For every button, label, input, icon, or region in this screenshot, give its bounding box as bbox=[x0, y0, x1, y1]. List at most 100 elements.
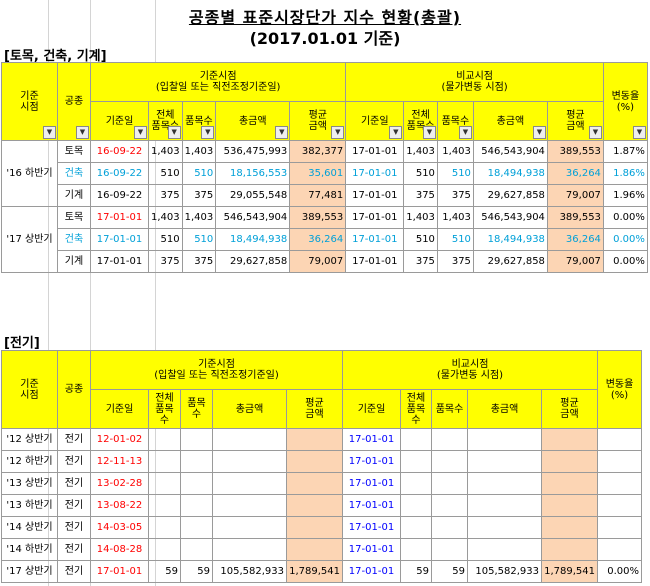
cell-change: 0.00% bbox=[602, 250, 648, 273]
cell-cavg bbox=[541, 428, 598, 451]
cell-btot bbox=[148, 494, 181, 517]
header-base-amount: 총금액 ▼ bbox=[215, 101, 291, 141]
filter-dropdown-icon[interactable]: ▼ bbox=[134, 126, 147, 139]
cell-bdate: 14-03-05 bbox=[90, 516, 149, 539]
cell-btot bbox=[148, 538, 181, 561]
cell-bdate: 16-09-22 bbox=[90, 140, 149, 163]
cell-work: 건축 bbox=[57, 162, 91, 185]
header-base-date: 기준일 bbox=[90, 389, 149, 429]
header-compare-total-items-text: 품목수 bbox=[406, 403, 426, 426]
table-row: '17 상반기 토목 17-01-01 1,403 1,403 546,543,904 38… bbox=[1, 206, 648, 273]
cell-cavg: 79,007 bbox=[546, 250, 604, 273]
filter-dropdown-icon[interactable]: ▼ bbox=[588, 126, 602, 139]
cell-cavg bbox=[541, 538, 598, 561]
header-work-text: 공종 bbox=[64, 384, 84, 395]
cell-bavg: 35,601 bbox=[289, 162, 347, 185]
header-base-total-items-text: 품목수 bbox=[151, 121, 180, 132]
filter-dropdown-icon[interactable]: ▼ bbox=[201, 126, 215, 139]
cell-ctot: 375 bbox=[403, 184, 438, 207]
cell-citems bbox=[431, 472, 468, 495]
cell-btot: 59 bbox=[148, 560, 181, 583]
cell-period: '16 하반기 bbox=[1, 140, 58, 207]
filter-dropdown-icon[interactable]: ▼ bbox=[532, 126, 546, 139]
cell-citems bbox=[431, 516, 468, 539]
filter-dropdown-icon[interactable]: ▼ bbox=[389, 126, 403, 139]
filter-dropdown-icon[interactable]: ▼ bbox=[43, 126, 56, 139]
filter-dropdown-icon[interactable]: ▼ bbox=[422, 126, 436, 139]
cell-btot: 375 bbox=[148, 184, 183, 207]
header-base-avg-text: 금액 bbox=[305, 409, 324, 420]
cell-citems: 1,403 bbox=[436, 140, 474, 163]
cell-bdate: 17-01-01 bbox=[90, 250, 149, 273]
cell-ctot bbox=[400, 538, 432, 561]
cell-cdate: 17-01-01 bbox=[345, 250, 405, 273]
cell-bdate: 17-01-01 bbox=[90, 206, 149, 229]
filter-dropdown-icon[interactable]: ▼ bbox=[275, 126, 289, 139]
cell-change: 1.86% bbox=[602, 162, 648, 185]
header-compare-date-text: 기준일 bbox=[357, 403, 386, 415]
index-table-civil: 기준 시점 ▼ 공종 ▼ 기준시점 (입찰일 또는 직전조정기준일) 비교시점 (물가변동 시점… bbox=[1, 62, 648, 273]
cell-citems bbox=[431, 428, 468, 451]
cell-bamt: 29,055,548 bbox=[215, 184, 291, 207]
page-title: 공종별 표준시장단가 지수 현황(총괄) bbox=[188, 8, 462, 27]
cell-bavg: 389,553 bbox=[289, 206, 347, 229]
cell-citems: 375 bbox=[436, 250, 474, 273]
cell-bitems bbox=[180, 538, 213, 561]
header-change-text: 변동율 bbox=[605, 378, 634, 390]
cell-bavg: 79,007 bbox=[289, 250, 347, 273]
filter-dropdown-icon[interactable]: ▼ bbox=[167, 126, 181, 139]
header-compare-date-text: 기준일 bbox=[360, 115, 389, 127]
cell-bavg bbox=[286, 494, 343, 517]
cell-bitems: 375 bbox=[181, 250, 217, 273]
cell-cdate: 17-01-01 bbox=[342, 538, 401, 561]
filter-dropdown-icon[interactable]: ▼ bbox=[331, 126, 345, 139]
cell-bavg bbox=[286, 450, 343, 473]
cell-bamt: 536,475,993 bbox=[215, 140, 291, 163]
cell-btot: 1,403 bbox=[148, 206, 183, 229]
cell-btot: 375 bbox=[148, 250, 183, 273]
cell-period: '12 하반기 bbox=[1, 450, 58, 473]
cell-camt bbox=[467, 450, 542, 473]
header-compare-items-text: 품목수 bbox=[435, 403, 464, 415]
cell-change: 0.00% bbox=[602, 228, 648, 251]
header-base-items-text: 품목수 bbox=[187, 398, 206, 420]
cell-work: 기계 bbox=[57, 250, 91, 273]
table-row: 기계 16-09-22 375 375 29,055,548 77,481 17-01-01… bbox=[2, 184, 648, 207]
cell-ctot: 510 bbox=[403, 228, 438, 251]
cell-bdate: 13-08-22 bbox=[90, 494, 149, 517]
cell-ctot: 510 bbox=[403, 162, 438, 185]
table-row: 기계 17-01-01 375 375 29,627,858 79,007 17-01-01… bbox=[2, 250, 648, 273]
cell-period: '17 상반기 bbox=[1, 560, 58, 583]
filter-dropdown-icon[interactable]: ▼ bbox=[632, 126, 646, 139]
cell-ctot bbox=[400, 516, 432, 539]
cell-work: 전기 bbox=[57, 428, 91, 451]
header-base-avg-text: 평균 bbox=[308, 110, 327, 121]
cell-period: '17 상반기 bbox=[1, 206, 58, 273]
header-compare-avg-text: 금액 bbox=[560, 409, 579, 420]
cell-cavg bbox=[541, 472, 598, 495]
header-period-text: 기준 bbox=[20, 90, 39, 102]
table-row: 건축 17-01-01 510 510 18,494,938 36,264 17-01-01… bbox=[2, 228, 648, 251]
cell-bavg bbox=[286, 516, 343, 539]
header-base-total-items: 전체 품목수 bbox=[148, 389, 181, 429]
cell-work: 전기 bbox=[57, 494, 91, 517]
cell-change bbox=[597, 538, 642, 561]
cell-camt bbox=[467, 494, 542, 517]
cell-cdate: 17-01-01 bbox=[345, 184, 405, 207]
header-period: 기준 시점 bbox=[1, 350, 58, 429]
cell-work: 토목 bbox=[57, 140, 91, 163]
cell-bdate: 12-11-13 bbox=[90, 450, 149, 473]
filter-dropdown-icon[interactable]: ▼ bbox=[76, 126, 89, 139]
header-compare-group-text: 비교시점 bbox=[451, 359, 489, 370]
header-compare-amount: 총금액 ▼ bbox=[472, 101, 548, 141]
cell-period: '14 상반기 bbox=[1, 516, 58, 539]
cell-bdate: 13-02-28 bbox=[90, 472, 149, 495]
cell-bitems bbox=[180, 428, 213, 451]
cell-change: 1.87% bbox=[602, 140, 648, 163]
header-base-items: 품목수 bbox=[180, 389, 213, 429]
cell-cdate: 17-01-01 bbox=[342, 428, 401, 451]
cell-change: 0.00% bbox=[602, 206, 648, 229]
header-base-items-text: 품목수 bbox=[185, 115, 213, 127]
filter-dropdown-icon[interactable]: ▼ bbox=[458, 126, 472, 139]
cell-cavg: 1,789,541 bbox=[541, 560, 598, 583]
